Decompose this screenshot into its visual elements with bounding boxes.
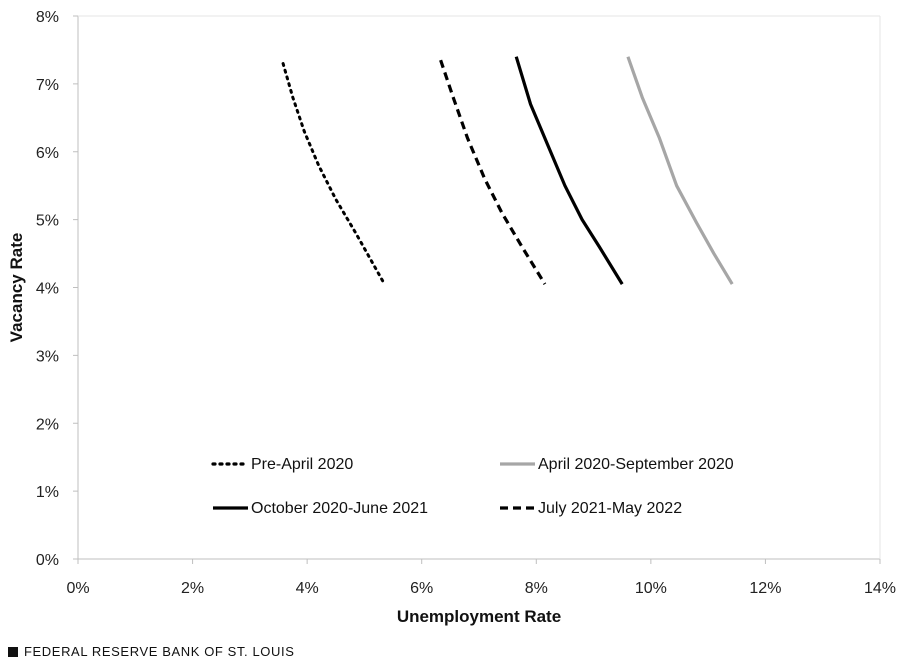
y-tick-label: 1%	[36, 484, 59, 501]
chart: 0% 2% 4% 6% 8% 10% 12% 14% 0% 1% 2% 3% 4% 5% 6% 7% 8% P…	[7, 9, 896, 626]
y-tick-label: 7%	[36, 77, 59, 94]
axes	[77, 15, 881, 560]
footer-square-icon	[8, 646, 18, 657]
x-tick-label: 6%	[410, 580, 433, 597]
footer-source: FEDERAL RESERVE BANK OF ST. LOUIS	[24, 644, 295, 659]
y-tick-label: 3%	[36, 348, 59, 365]
x-tick-labels: 0% 2% 4% 6% 8% 10% 12% 14%	[66, 559, 896, 597]
x-tick-label: 4%	[296, 580, 319, 597]
y-axis-title: Vacancy Rate	[7, 233, 26, 343]
legend-label-4: July 2021-May 2022	[538, 500, 682, 517]
y-tick-label: 0%	[36, 552, 59, 569]
y-tick-label: 6%	[36, 145, 59, 162]
series-lines	[281, 56, 734, 286]
y-tick-label: 8%	[36, 9, 59, 26]
legend-label-3: October 2020-June 2021	[251, 500, 428, 517]
series-line-4	[439, 59, 547, 285]
x-tick-label: 2%	[181, 580, 204, 597]
series-line-3	[514, 56, 624, 285]
y-tick-label: 5%	[36, 213, 59, 230]
series-line-2	[626, 56, 734, 285]
x-tick-label: 10%	[635, 580, 667, 597]
y-tick-label: 4%	[36, 281, 59, 298]
series-line-1	[281, 62, 386, 286]
x-tick-label: 8%	[525, 580, 548, 597]
y-tick-label: 2%	[36, 416, 59, 433]
y-tick-labels: 0% 1% 2% 3% 4% 5% 6% 7% 8%	[36, 9, 78, 569]
x-tick-label: 0%	[66, 580, 89, 597]
x-tick-label: 14%	[864, 580, 896, 597]
legend-label-2: April 2020-September 2020	[538, 456, 734, 473]
legend-label-1: Pre-April 2020	[251, 456, 353, 473]
legend: Pre-April 2020 April 2020-September 2020 O…	[211, 456, 734, 517]
footer: FEDERAL RESERVE BANK OF ST. LOUIS	[8, 644, 294, 659]
x-axis-title: Unemployment Rate	[397, 607, 561, 626]
x-tick-label: 12%	[749, 580, 781, 597]
